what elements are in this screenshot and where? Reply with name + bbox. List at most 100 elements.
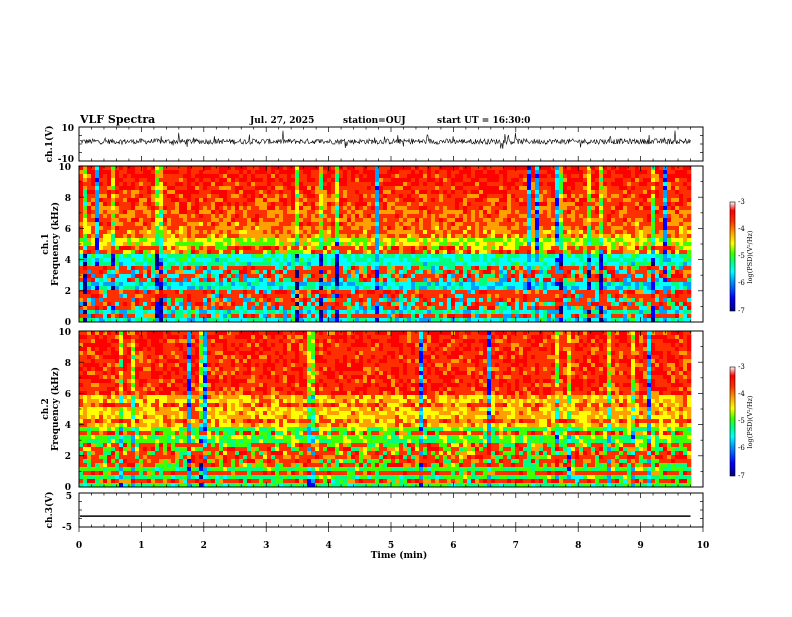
ch1-spectrogram-cell	[351, 242, 356, 247]
ch1-spectrogram-cell	[495, 262, 500, 267]
ch1-spectrogram-cell	[471, 198, 476, 203]
ch1-spectrogram-cell	[375, 274, 380, 279]
ch1-spectrogram-cell	[491, 306, 496, 311]
ch1-spectrogram-cell	[387, 182, 392, 187]
ch1-spectrogram-cell	[215, 290, 220, 295]
ch1-spectrogram-cell	[451, 198, 456, 203]
ch1-spectrogram-cell	[107, 258, 112, 263]
ch1-spectrogram-cell	[127, 262, 132, 267]
ch1-spectrogram-cell	[155, 278, 160, 283]
ch1-spectrogram-cell	[543, 206, 548, 211]
ch1-spectrogram-cell	[391, 182, 396, 187]
ch1-spectrogram-cell	[571, 246, 576, 251]
ch1-spectrogram-cell	[543, 318, 548, 323]
ch1-spectrogram-cell	[287, 266, 292, 271]
ch1-spectrogram-cell	[443, 278, 448, 283]
ch1-spectrogram-cell	[235, 210, 240, 215]
ch1-spectrogram-cell	[287, 278, 292, 283]
ch1-spectrogram-cell	[335, 210, 340, 215]
ch1-spectrogram-cell	[115, 214, 120, 219]
ch1-spectrogram-cell	[339, 310, 344, 315]
ch1-spectrogram-cell	[399, 254, 404, 259]
ch1-spectrogram-cell	[483, 222, 488, 227]
ch1-spectrogram-cell	[215, 262, 220, 267]
ch1-spectrogram-cell	[487, 170, 492, 175]
ch1-spectrogram-cell	[291, 238, 296, 243]
ch1-spectrogram-cell	[571, 178, 576, 183]
ch1-spectrogram-cell	[491, 246, 496, 251]
ch1-spectrogram-cell	[319, 218, 324, 223]
ch1-spectrogram-cell	[543, 298, 548, 303]
ch1-spectrogram-cell	[159, 174, 164, 179]
ch1-spectrogram-cell	[583, 218, 588, 223]
ch1-spectrogram-cell	[91, 250, 96, 255]
ch1-spectrogram-cell	[99, 278, 104, 283]
ch1-spectrogram-cell	[539, 302, 544, 307]
ch1-spectrogram-cell	[467, 318, 472, 323]
ch1-spectrogram-cell	[439, 210, 444, 215]
ch1-spectrogram-cell	[227, 278, 232, 283]
ch1-spectrogram-cell	[395, 166, 400, 171]
ch1-spectrogram-cell	[155, 306, 160, 311]
ch1-spectrogram-cell	[475, 218, 480, 223]
ch1-spectrogram-cell	[143, 318, 148, 323]
ch1-spectrogram-cell	[167, 166, 172, 171]
ch1-spectrogram-cell	[115, 234, 120, 239]
ch1-spectrogram-cell	[159, 254, 164, 259]
ch1-spectrogram-cell	[431, 250, 436, 255]
ch1-spectrogram-cell	[443, 314, 448, 319]
ch1-spectrogram-cell	[331, 170, 336, 175]
ch1-spectrogram-cell	[579, 210, 584, 215]
ch1-spectrogram-cell	[439, 178, 444, 183]
ch1-spectrogram-cell	[399, 170, 404, 175]
ch1-spectrogram-cell	[587, 226, 592, 231]
ch1-spectrogram-cell	[399, 310, 404, 315]
ch1-spectrogram-cell	[239, 210, 244, 215]
ch1-spectrogram-cell	[371, 302, 376, 307]
ch1-spectrogram-cell	[259, 230, 264, 235]
ch1-spectrogram-cell	[183, 166, 188, 171]
ch1-spectrogram-cell	[191, 286, 196, 291]
ch1-spectrogram-cell	[111, 314, 116, 319]
ch1-spectrogram-cell	[151, 254, 156, 259]
ch1-spectrogram-cell	[583, 182, 588, 187]
ch1-spectrogram-cell	[147, 306, 152, 311]
ch1-spectrogram-cell	[179, 246, 184, 251]
ch1-spectrogram-cell	[151, 166, 156, 171]
ch1-spectrogram-cell	[91, 222, 96, 227]
ch1-spectrogram-cell	[451, 274, 456, 279]
ch1-spectrogram-cell	[351, 234, 356, 239]
ch1-spectrogram-cell	[543, 202, 548, 207]
ch1-spectrogram-cell	[387, 258, 392, 263]
ch1-spectrogram-cell	[255, 194, 260, 199]
ch1-spectrogram-cell	[331, 182, 336, 187]
ch1-spectrogram-cell	[371, 174, 376, 179]
ch1-spectrogram-cell	[487, 310, 492, 315]
ch1-spectrogram-cell	[115, 278, 120, 283]
ch1-spectrogram-cell	[159, 198, 164, 203]
ch1-spectrogram-cell	[183, 318, 188, 323]
ch1-spectrogram-cell	[103, 306, 108, 311]
ch1-spectrogram-cell	[563, 214, 568, 219]
ch1-spectrogram-cell	[567, 270, 572, 275]
ch1-spectrogram-panel: 0 2 4 6 8 10 ch.1 Frequency (kHz) -3 -4 …	[41, 163, 754, 328]
ch1-spectrogram-cell	[583, 254, 588, 259]
ch1-spectrogram-cell	[151, 202, 156, 207]
ch1-spectrogram-cell	[299, 226, 304, 231]
ch1-spectrogram-cell	[251, 302, 256, 307]
ch1-spectrogram-cell	[203, 310, 208, 315]
ch1-spectrogram-cell	[499, 270, 504, 275]
ch1-spectrogram-cell	[143, 266, 148, 271]
ch1-spectrogram-cell	[315, 302, 320, 307]
ch1-spectrogram-cell	[407, 230, 412, 235]
ch1-spectrogram-cell	[171, 230, 176, 235]
ch1-spectrogram-cell	[335, 294, 340, 299]
ch1-spectrogram-cell	[343, 198, 348, 203]
ch1-spectrogram-cell	[195, 262, 200, 267]
ch1-spectrogram-cell	[435, 242, 440, 247]
ch1-ytick-top: 10	[61, 124, 74, 134]
ch1-spectrogram-cell	[275, 262, 280, 267]
ch1-spectrogram-cell	[467, 202, 472, 207]
ch1-spectrogram-cell	[587, 242, 592, 247]
ch1-spectrogram-cell	[527, 178, 532, 183]
